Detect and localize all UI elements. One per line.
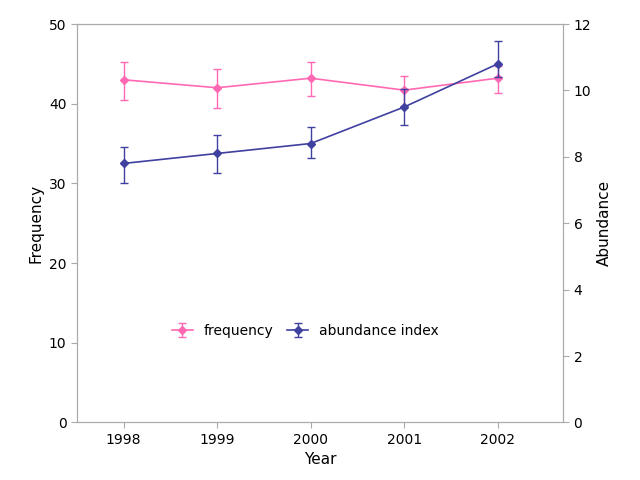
X-axis label: Year: Year	[304, 452, 336, 468]
Y-axis label: Abundance: Abundance	[596, 180, 612, 266]
Y-axis label: Frequency: Frequency	[28, 184, 44, 263]
Legend: frequency, abundance index: frequency, abundance index	[166, 319, 445, 344]
